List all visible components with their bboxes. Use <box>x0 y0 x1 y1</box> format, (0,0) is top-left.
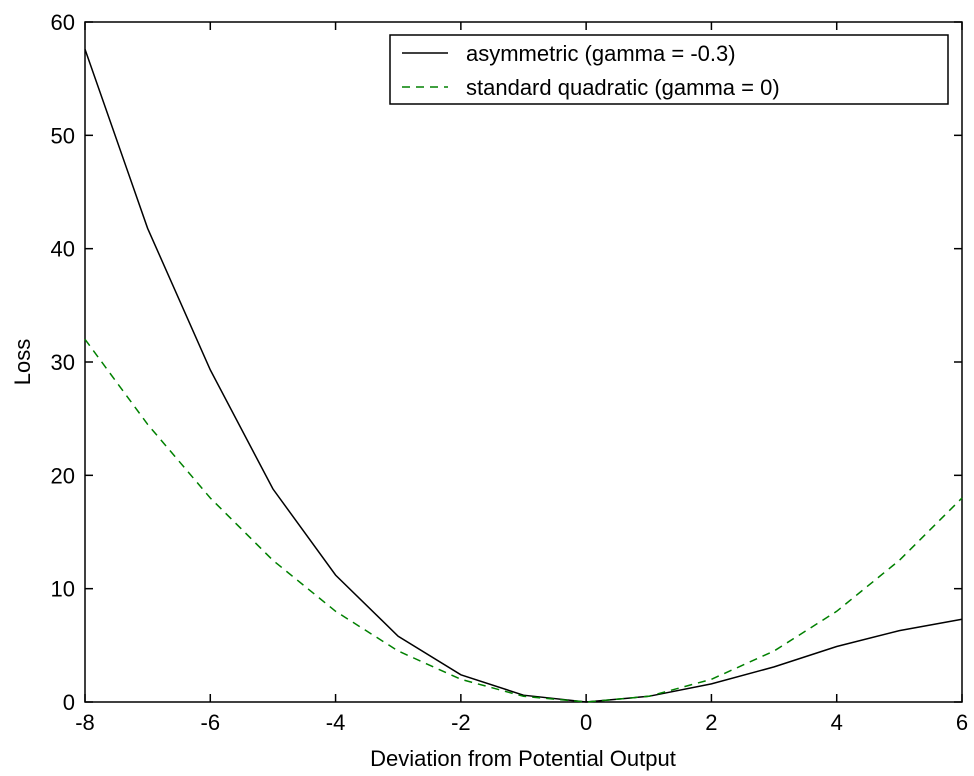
legend-label-standard-quadratic: standard quadratic (gamma = 0) <box>466 75 780 100</box>
y-tick-label: 60 <box>51 10 75 35</box>
y-tick-label: 50 <box>51 123 75 148</box>
series-line-asymmetric <box>84 48 963 703</box>
series-line-standard-quadratic <box>84 338 963 703</box>
y-tick-label: 30 <box>51 350 75 375</box>
y-tick-label: 40 <box>51 237 75 262</box>
x-tick-label: 0 <box>580 710 592 735</box>
legend-label-asymmetric: asymmetric (gamma = -0.3) <box>466 41 736 66</box>
y-tick-label: 0 <box>63 690 75 715</box>
x-tick-label: -6 <box>201 710 221 735</box>
x-tick-label: -8 <box>75 710 95 735</box>
x-tick-label: 6 <box>956 710 968 735</box>
legend: asymmetric (gamma = -0.3) standard quadr… <box>389 34 949 105</box>
y-tick-label: 10 <box>51 577 75 602</box>
x-axis-label: Deviation from Potential Output <box>370 746 676 771</box>
series-lines <box>84 48 963 703</box>
y-axis-label: Loss <box>10 339 35 385</box>
y-axis-ticks: 0 10 20 30 40 50 60 <box>51 10 962 715</box>
legend-box <box>389 34 949 105</box>
x-tick-label: -2 <box>451 710 471 735</box>
x-tick-label: -4 <box>326 710 346 735</box>
x-tick-label: 2 <box>705 710 717 735</box>
x-tick-label: 4 <box>831 710 843 735</box>
x-axis-ticks: -8 -6 -4 -2 0 2 4 6 <box>75 22 968 735</box>
y-tick-label: 20 <box>51 463 75 488</box>
plot-area <box>84 21 963 703</box>
